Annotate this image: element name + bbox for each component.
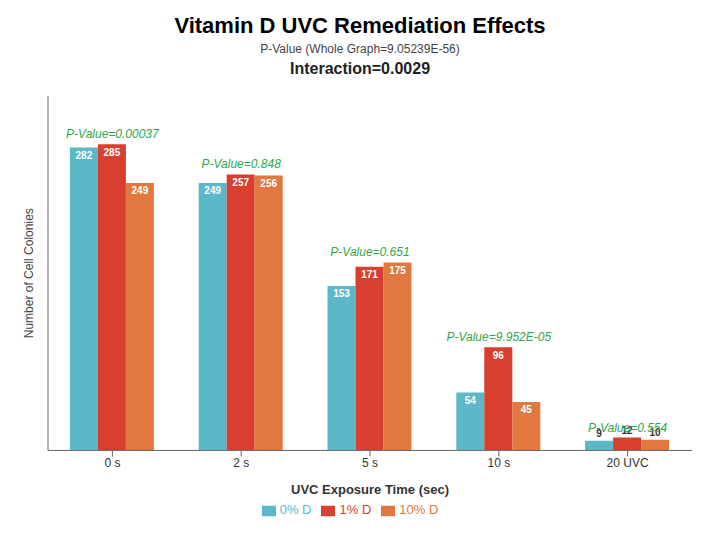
svg-text:153: 153 bbox=[333, 288, 350, 299]
svg-text:10 s: 10 s bbox=[487, 456, 510, 470]
svg-text:257: 257 bbox=[232, 177, 249, 188]
svg-text:P-Value=0.00037: P-Value=0.00037 bbox=[66, 127, 160, 141]
svg-text:P-Value=0.651: P-Value=0.651 bbox=[330, 245, 409, 259]
svg-text:285: 285 bbox=[104, 147, 121, 158]
svg-text:0 s: 0 s bbox=[104, 456, 120, 470]
svg-text:171: 171 bbox=[361, 269, 378, 280]
svg-text:P-Value=9.952E-05: P-Value=9.952E-05 bbox=[446, 330, 551, 344]
svg-text:5 s: 5 s bbox=[362, 456, 378, 470]
svg-text:175: 175 bbox=[389, 265, 406, 276]
svg-text:249: 249 bbox=[132, 185, 149, 196]
svg-text:45: 45 bbox=[521, 404, 533, 415]
svg-text:P-Value=0.848: P-Value=0.848 bbox=[202, 157, 282, 171]
svg-text:96: 96 bbox=[493, 350, 505, 361]
svg-text:54: 54 bbox=[465, 395, 477, 406]
html-text:Vitamin D UVC Remediation Effe: Vitamin D UVC Remediation Effects bbox=[174, 13, 546, 38]
html-text:P-Value (Whole Graph=9.05239E-: P-Value (Whole Graph=9.05239E-56) bbox=[260, 42, 460, 56]
svg-text:Number of Cell Colonies: Number of Cell Colonies bbox=[22, 208, 36, 338]
html-text:1% D: 1% D bbox=[339, 502, 372, 518]
svg-text:UVC Exposure Time (sec): UVC Exposure Time (sec) bbox=[291, 482, 449, 497]
svg-text:2 s: 2 s bbox=[233, 456, 249, 470]
html-text:10% D: 10% D bbox=[399, 502, 439, 518]
html-text:Interaction=0.0029: Interaction=0.0029 bbox=[290, 60, 430, 77]
svg-text:P-Value=0.554: P-Value=0.554 bbox=[588, 421, 668, 435]
svg-text:256: 256 bbox=[260, 178, 277, 189]
svg-text:282: 282 bbox=[76, 150, 93, 161]
svg-text:20 UVC: 20 UVC bbox=[607, 456, 649, 470]
svg-text:249: 249 bbox=[204, 185, 221, 196]
html-text:0% D: 0% D bbox=[279, 502, 312, 518]
